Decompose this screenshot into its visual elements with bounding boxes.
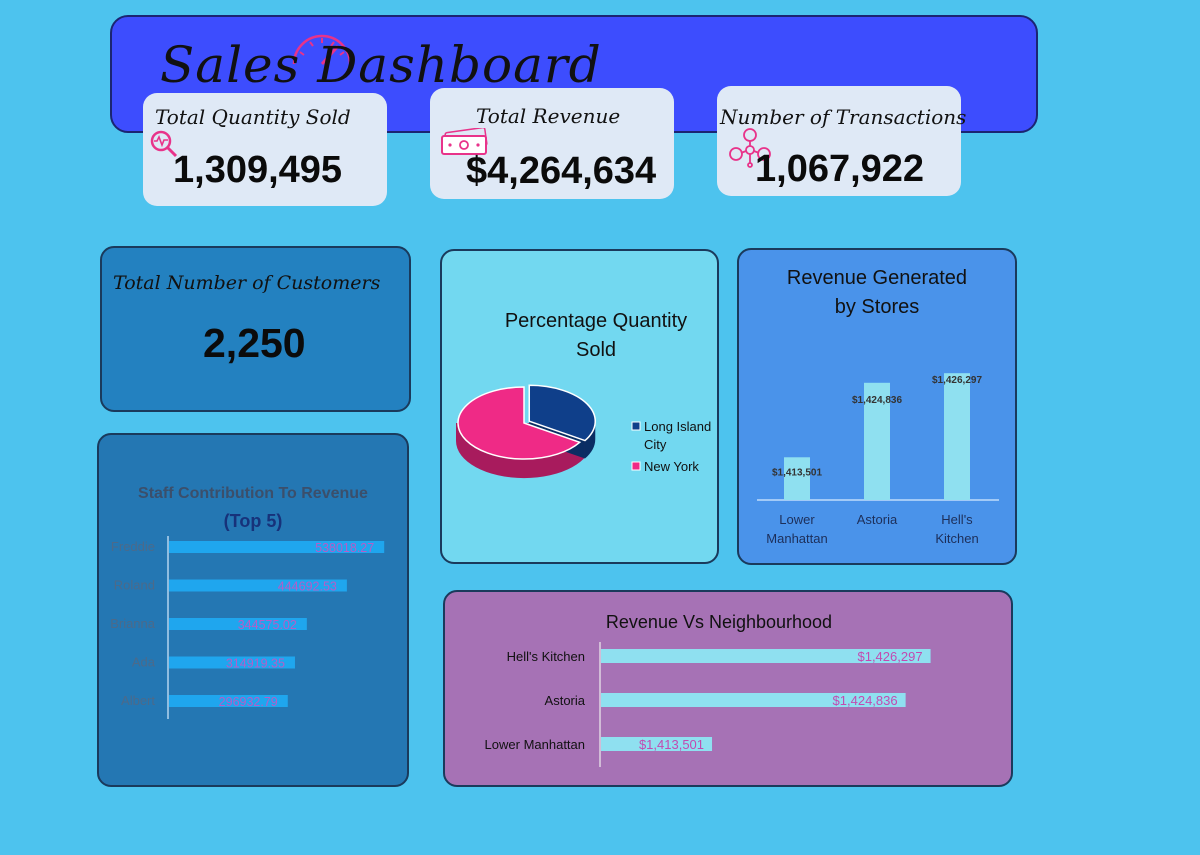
- kpi-card-revenue: Total Revenue $4,264,634: [430, 88, 674, 199]
- pie-legend-label: Long Island: [644, 419, 711, 434]
- staff-data-label: 314919.35: [226, 657, 285, 671]
- kpi-card-quantity: Total Quantity Sold 1,309,495: [143, 93, 387, 206]
- kpi-revenue-label: Total Revenue: [476, 104, 621, 128]
- staff-data-label: 344575.02: [238, 618, 297, 632]
- nbhd-category-label: Hell's Kitchen: [507, 649, 585, 664]
- pie-slice-rim: [584, 421, 596, 459]
- pie-legend-swatch: [631, 461, 641, 471]
- magnifier-pulse-icon: [150, 130, 178, 158]
- kpi-revenue-value: $4,264,634: [466, 150, 657, 192]
- kpi-transactions-value: 1,067,922: [755, 148, 925, 190]
- pie-legend-swatch: [631, 421, 641, 431]
- staff-category-label: Freddie: [111, 539, 155, 554]
- staff-data-label: 444692.53: [278, 580, 337, 594]
- staff-bar: [169, 618, 307, 630]
- customers-value: 2,250: [203, 320, 306, 366]
- nbhd-title: Revenue Vs Neighbourhood: [606, 612, 832, 632]
- pie-legend-label: City: [644, 437, 667, 452]
- customers-label: Total Number of Customers: [113, 272, 381, 294]
- stores-data-label: $1,424,836: [852, 395, 902, 406]
- staff-bar: [169, 541, 385, 553]
- pie-legend-label: New York: [644, 459, 699, 474]
- stores-data-label: $1,413,501: [772, 467, 822, 478]
- staff-bar: [169, 695, 288, 707]
- neighbourhood-bar-chart: Revenue Vs Neighbourhood Hell's Kitchen $1…: [485, 612, 931, 767]
- stores-chart-panel: Revenue Generated by Stores $1,413,501 Lowe…: [737, 248, 1017, 565]
- nbhd-data-label: $1,426,297: [857, 649, 922, 664]
- pie-title-line: Percentage Quantity: [505, 310, 687, 332]
- pie-slice: [457, 386, 582, 460]
- staff-title-line: Staff Contribution To Revenue: [138, 485, 368, 502]
- nbhd-data-label: $1,424,836: [833, 693, 898, 708]
- pie-title-line: Sold: [576, 339, 616, 361]
- customers-panel: Total Number of Customers 2,250: [100, 246, 411, 412]
- stores-bar: [944, 373, 970, 500]
- speedometer-icon: [292, 34, 352, 65]
- staff-category-label: Albert: [121, 693, 155, 708]
- pie-chart: Percentage Quantity Sold Long Island City Ne…: [456, 310, 711, 479]
- stores-category-label: Manhattan: [766, 531, 827, 546]
- stores-category-label: Astoria: [857, 512, 898, 527]
- staff-data-label: 296932.79: [219, 695, 278, 709]
- stores-title-line: by Stores: [835, 296, 919, 318]
- pie-slice: [528, 384, 596, 442]
- nbhd-bar: [601, 693, 906, 707]
- nbhd-category-label: Astoria: [545, 693, 586, 708]
- stores-data-label: $1,426,297: [932, 375, 982, 386]
- staff-chart-panel: Staff Contribution To Revenue (Top 5) Fred…: [97, 433, 409, 787]
- staff-bar: [169, 579, 347, 592]
- nbhd-category-label: Lower Manhattan: [485, 737, 585, 752]
- kpi-quantity-value: 1,309,495: [173, 149, 343, 191]
- stores-bar-chart: Revenue Generated by Stores $1,413,501 Lowe…: [757, 267, 999, 546]
- staff-title-line: (Top 5): [224, 511, 283, 531]
- kpi-card-transactions: Number of Transactions 1,067,922: [717, 86, 966, 196]
- nbhd-bar: [601, 737, 713, 751]
- nbhd-bar: [601, 649, 931, 663]
- stores-category-label: Kitchen: [935, 531, 978, 546]
- page-title: Sales Dashboard: [160, 36, 602, 94]
- people-network-icon: [729, 128, 771, 168]
- stores-category-label: Lower: [779, 512, 815, 527]
- stores-title-line: Revenue Generated: [787, 267, 967, 289]
- kpi-transactions-label: Number of Transactions: [720, 105, 967, 129]
- kpi-quantity-label: Total Quantity Sold: [155, 105, 351, 129]
- money-bill-icon: [441, 128, 488, 155]
- stores-category-label: Hell's: [941, 512, 973, 527]
- staff-category-label: Brianna: [110, 616, 156, 631]
- staff-bar-chart: Staff Contribution To Revenue (Top 5) Fred…: [110, 485, 385, 719]
- pie-chart-panel: Percentage Quantity Sold Long Island City Ne…: [440, 249, 719, 564]
- staff-bar: [169, 656, 295, 669]
- nbhd-data-label: $1,413,501: [639, 737, 704, 752]
- staff-data-label: 538018.27: [315, 541, 374, 555]
- neighbourhood-chart-panel: Revenue Vs Neighbourhood Hell's Kitchen $1…: [443, 590, 1013, 787]
- staff-category-label: Ada: [132, 655, 156, 670]
- stores-bar: [864, 382, 890, 500]
- stores-bar: [784, 457, 810, 500]
- staff-category-label: Roland: [114, 578, 155, 593]
